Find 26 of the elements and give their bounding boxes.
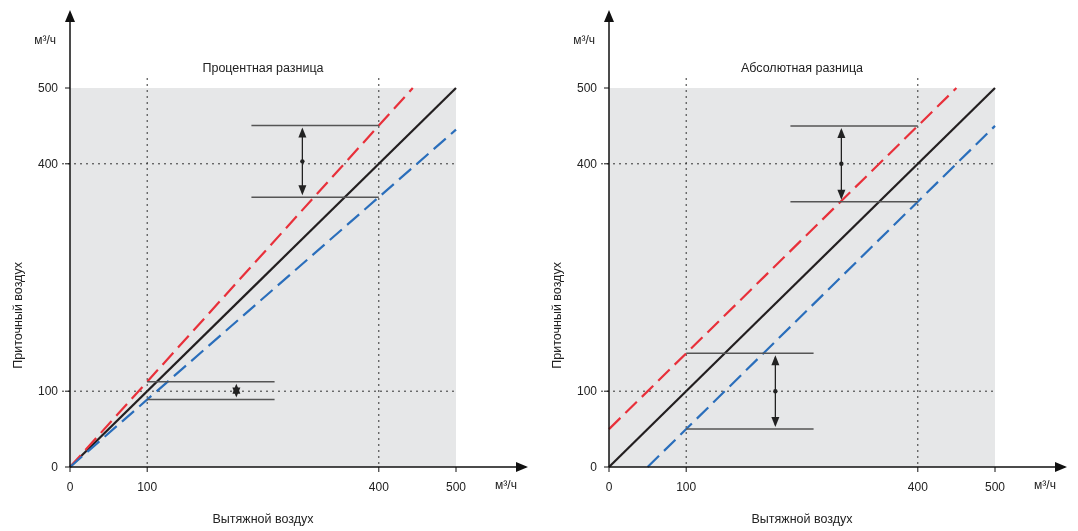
x-tick-label: 500 bbox=[984, 480, 1006, 494]
text: м³/ч bbox=[573, 33, 595, 47]
y-tick-label: 500 bbox=[37, 81, 59, 95]
y-tick-label: 400 bbox=[576, 156, 598, 171]
y-tick-label: 0 bbox=[590, 460, 598, 474]
x-tick-label: 500 bbox=[445, 480, 467, 494]
y-tick-label: 100 bbox=[576, 384, 598, 399]
text: м³/ч bbox=[34, 33, 56, 47]
y-axis-title: Приточный воздух bbox=[11, 261, 25, 369]
x-tick-label: 400 bbox=[368, 480, 390, 494]
x-tick-label: 100 bbox=[137, 480, 158, 494]
text: м³/ч bbox=[1034, 478, 1056, 492]
chart-title: Абсолютная разница bbox=[740, 61, 864, 75]
y-tick-label: 500 bbox=[576, 81, 598, 95]
x-tick-label: 100 bbox=[676, 480, 697, 494]
x-tick-label: 0 bbox=[66, 480, 74, 494]
text: м³/ч bbox=[495, 478, 517, 492]
y-tick-label: 100 bbox=[37, 384, 59, 399]
x-axis-title: Вытяжной воздух bbox=[751, 512, 854, 526]
chart-title: Процентная разница bbox=[202, 61, 324, 75]
x-axis-title: Вытяжной воздух bbox=[212, 512, 315, 526]
x-tick-label: 0 bbox=[605, 480, 613, 494]
y-tick-label: 400 bbox=[37, 156, 59, 171]
x-tick-label: 400 bbox=[907, 480, 929, 494]
y-tick-label: 0 bbox=[51, 460, 59, 474]
y-axis-title: Приточный воздух bbox=[550, 261, 564, 369]
